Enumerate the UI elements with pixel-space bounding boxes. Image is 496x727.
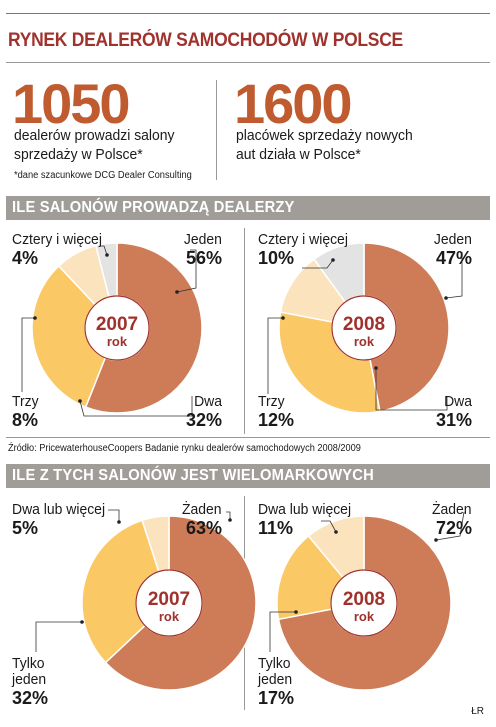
center-year: 2008 <box>343 314 385 335</box>
leader-line <box>79 396 193 417</box>
pct-dwa-lub-wiecej-2007: 5% <box>12 518 39 538</box>
center-unit: rok <box>107 334 128 349</box>
pct-tylko-jeden-2008: 17% <box>258 688 295 708</box>
top-rule <box>6 13 490 14</box>
leader-line <box>108 509 120 522</box>
center-unit: rok <box>354 334 375 349</box>
leader-dot <box>294 610 298 614</box>
source-note: Źródło: PricewaterhouseCoopers Badanie r… <box>8 443 361 454</box>
pct-cztery-2007: 4% <box>12 248 39 268</box>
center-year: 2007 <box>96 314 138 335</box>
leader-dot <box>434 538 438 542</box>
leader-line <box>35 621 82 652</box>
center-unit: rok <box>159 609 180 624</box>
leader-dot <box>374 366 378 370</box>
pct-jeden-2007: 56% <box>185 248 222 268</box>
leader-line <box>445 252 463 299</box>
leader-dot <box>281 316 285 320</box>
pct-dwa-lub-wiecej-2008: 11% <box>258 518 294 538</box>
donut-center <box>135 569 203 637</box>
label-jeden-2007: Jeden <box>183 231 222 248</box>
leader-dot <box>334 530 338 534</box>
dealers-count: 1050 <box>12 72 131 135</box>
donut-center <box>84 295 150 361</box>
dealers-footnote: *dane szacunkowe DCG Dealer Consulting <box>14 170 192 181</box>
center-year: 2008 <box>343 589 385 610</box>
donut-center <box>331 295 397 361</box>
label-dwa-lub-wiecej-2007: Dwa lub więcej <box>12 501 106 518</box>
label-dwa-lub-wiecej-2008: Dwa lub więcej <box>258 501 352 518</box>
leader-line <box>269 611 296 652</box>
label-tylko-jeden-2008: Tylko jeden <box>258 655 293 688</box>
pct-trzy-2008: 12% <box>258 410 295 430</box>
title-underline <box>6 62 490 63</box>
label-tylko-jeden-2007: Tylko jeden <box>12 655 47 688</box>
section2-header: ILE Z TYCH SALONÓW JEST WIELOMARKOWYCH <box>6 464 490 488</box>
leader-dot <box>175 290 179 294</box>
leader-dot <box>80 620 84 624</box>
author-credit: ŁR <box>471 706 484 717</box>
outlets-count: 1600 <box>234 72 353 135</box>
leader-line <box>100 245 108 256</box>
pct-trzy-2007: 8% <box>12 410 39 430</box>
leader-line <box>302 259 334 269</box>
label-jeden-2008: Jeden <box>433 231 472 248</box>
section1-header: ILE SALONÓW PROWADZĄ DEALERZY <box>6 196 490 220</box>
section1-divider <box>244 228 245 434</box>
leader-line <box>21 317 35 392</box>
pct-jeden-2008: 47% <box>435 248 472 268</box>
label-trzy-2008: Trzy <box>258 393 285 410</box>
outlets-text: placówek sprzedaży nowych aut działa w Po… <box>236 127 413 163</box>
label-dwa-2007: Dwa <box>194 393 222 410</box>
page-title: RYNEK DEALERÓW SAMOCHODÓW W POLSCE <box>8 30 403 51</box>
stats-divider <box>216 80 217 180</box>
label-zaden-2008: Żaden <box>432 501 472 518</box>
leader-dot <box>78 399 82 403</box>
leader-line <box>321 520 337 533</box>
leader-dot <box>33 316 37 320</box>
label-dwa-2008: Dwa <box>444 393 472 410</box>
leader-dot <box>105 253 109 257</box>
section1-bottom-rule <box>6 437 490 438</box>
pct-cztery-2008: 10% <box>258 248 295 268</box>
label-trzy-2007: Trzy <box>12 393 39 410</box>
leader-line <box>176 249 197 293</box>
pct-zaden-2007: 63% <box>185 518 222 538</box>
leader-line <box>267 317 283 394</box>
pct-tylko-jeden-2007: 32% <box>12 688 49 708</box>
leader-dot <box>331 258 335 262</box>
leader-dot <box>444 296 448 300</box>
pct-dwa-2008: 31% <box>435 410 472 430</box>
label-zaden-2007: Żaden <box>182 501 222 518</box>
leader-line <box>226 511 231 520</box>
leader-dot <box>117 520 121 524</box>
leader-dot <box>228 518 232 522</box>
label-cztery-2008: Cztery i więcej <box>258 231 348 248</box>
pct-zaden-2008: 72% <box>435 518 472 538</box>
label-cztery-2007: Cztery i więcej <box>12 231 102 248</box>
leader-line <box>435 511 465 541</box>
center-year: 2007 <box>148 589 190 610</box>
donut-center <box>330 569 398 637</box>
center-unit: rok <box>354 609 375 624</box>
pct-dwa-2007: 32% <box>185 410 222 430</box>
leader-line <box>375 368 448 411</box>
dealers-text: dealerów prowadzi salony sprzedaży w Pols… <box>14 127 175 163</box>
